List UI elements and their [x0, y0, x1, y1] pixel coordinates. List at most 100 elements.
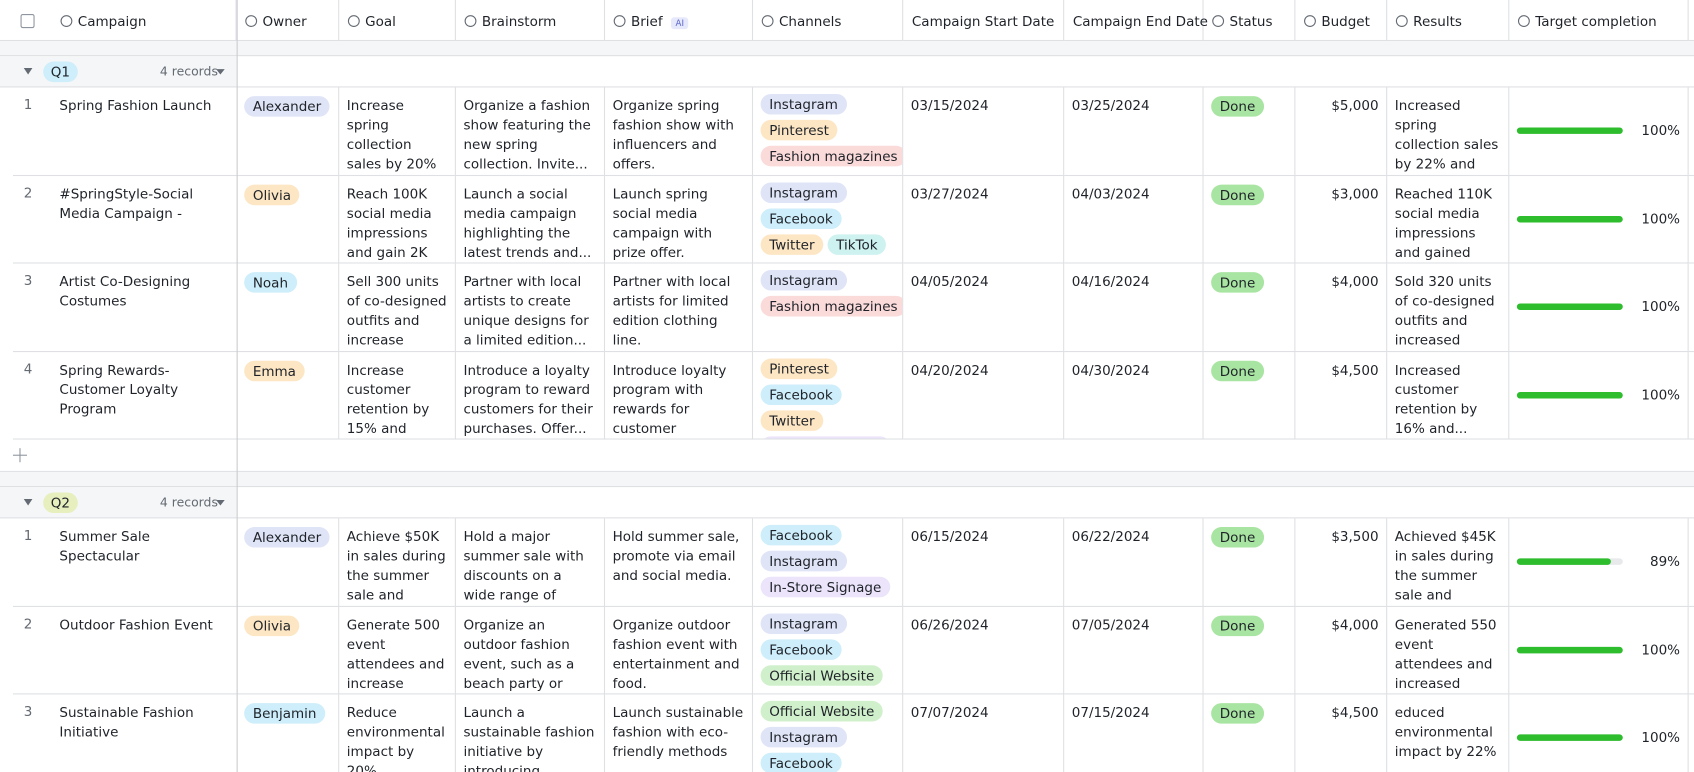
brainstorm-cell: Organize an outdoor fashion event, such … — [455, 606, 606, 695]
progress-bar — [1516, 303, 1623, 310]
row-gutter — [12, 350, 52, 352]
status-tag: Done — [1211, 360, 1264, 381]
brainstorm-cell: Launch a social media campaign highlight… — [455, 175, 606, 264]
column-title: Channels — [778, 12, 842, 30]
completion-cell: 100% — [1509, 694, 1689, 772]
group-header-right — [236, 56, 1694, 88]
channels-cell: Instagram Facebook Official Website — [753, 606, 904, 695]
budget-cell: $3,500 — [1295, 518, 1388, 607]
column-header: Status — [1203, 0, 1296, 42]
row-rest — [1688, 176, 1694, 264]
column-title: Results — [1413, 12, 1462, 30]
column-header: Goal — [339, 0, 456, 42]
owner-tag: Alexander — [244, 96, 330, 117]
status-cell: Done — [1203, 263, 1296, 352]
progress-label: 89% — [1649, 552, 1681, 570]
status-tag: Done — [1211, 272, 1264, 293]
channels-cell: Pinterest Facebook Twitter In-Store Signage — [753, 351, 904, 440]
progress-label: 100% — [1641, 298, 1681, 315]
column-title: Owner — [262, 12, 307, 30]
completion-cell: 100% — [1509, 263, 1689, 352]
goal-cell: Reach 100K social media impressions and … — [339, 175, 456, 264]
row-index: 2 — [23, 615, 33, 632]
owner-cell: Alexander — [236, 87, 340, 176]
frozen-divider — [236, 0, 238, 772]
channel-tag: Facebook — [760, 207, 842, 229]
row-index: 1 — [23, 96, 33, 113]
status-tag: Done — [1211, 615, 1264, 636]
channel-tag: In-Store Signage — [760, 435, 890, 439]
row-index: 3 — [23, 272, 33, 289]
row-index: 2 — [23, 184, 33, 201]
group-count: 4 records — [159, 494, 218, 510]
start-cell: 04/20/2024 — [903, 351, 1065, 440]
results-cell: Increased spring collection sales by 22%… — [1387, 87, 1510, 176]
channel-tag: Official Website — [760, 664, 883, 686]
status-cell: Done — [1204, 694, 1296, 772]
owner-cell: Olivia — [236, 606, 340, 695]
owner-tag: Olivia — [244, 615, 300, 636]
column-header: Campaign Start Date — [903, 0, 1065, 42]
progress-bar — [1516, 558, 1612, 565]
status-cell: Done — [1203, 518, 1296, 607]
brief-cell: Launch spring social media campaign with… — [605, 175, 754, 264]
row-index: 1 — [23, 527, 33, 544]
channels-cell: Facebook Instagram In-Store Signage — [753, 518, 904, 607]
goal-cell: Increase customer retention by 15% and b… — [339, 351, 456, 440]
row-gutter — [12, 605, 52, 607]
group-count-caret[interactable] — [216, 500, 225, 506]
owner-tag: Alexander — [244, 527, 330, 548]
channel-tag: Fashion magazines — [760, 295, 903, 317]
group-toggle[interactable] — [23, 498, 33, 506]
column-icon — [347, 15, 360, 28]
brainstorm-cell: Launch a sustainable fashion initiative … — [456, 694, 606, 772]
results-cell: educed environmental impact by 22% — [1387, 694, 1510, 772]
completion-cell: 100% — [1509, 87, 1689, 176]
owner-tag: Emma — [244, 360, 305, 381]
channel-tag: Instagram — [760, 181, 847, 203]
completion-cell: 89% — [1509, 518, 1689, 607]
start-cell: 04/05/2024 — [903, 263, 1065, 352]
owner-cell: Benjamin — [237, 694, 340, 772]
channels-cell: Instagram Pinterest Fashion magazines — [753, 87, 904, 176]
group-count-caret[interactable] — [216, 69, 225, 75]
channels-cell: Instagram Fashion magazines — [753, 263, 904, 352]
status-tag: Done — [1211, 96, 1264, 117]
group-toggle[interactable] — [23, 68, 33, 75]
group-label: Q1 — [43, 61, 78, 83]
row-rest — [1688, 352, 1694, 440]
owner-tag: Olivia — [244, 184, 300, 205]
brainstorm-cell: Partner with local artists to create uni… — [455, 263, 606, 352]
channel-tag: Facebook — [760, 752, 842, 772]
row-rest — [1688, 87, 1694, 176]
header-rest — [1688, 0, 1694, 42]
ai-badge: AI — [671, 17, 689, 30]
goal-cell: Increase spring collection sales by 20% … — [339, 87, 456, 176]
end-cell: 07/15/2024 — [1064, 694, 1204, 772]
campaign-cell: Spring Rewards-Customer Loyalty Program — [51, 352, 237, 440]
start-cell: 06/26/2024 — [903, 606, 1065, 695]
column-icon — [761, 15, 774, 28]
channel-tag: Instagram — [760, 550, 847, 572]
channel-tag: Instagram — [760, 726, 847, 748]
progress-label: 100% — [1641, 386, 1681, 403]
column-header: Brief AI — [605, 0, 754, 42]
select-all-checkbox[interactable] — [20, 14, 35, 29]
status-cell: Done — [1203, 606, 1296, 695]
row-rest — [1689, 694, 1694, 772]
channel-tag: Facebook — [760, 383, 842, 405]
budget-cell: $3,000 — [1295, 175, 1388, 264]
channel-tag: Official Website — [760, 700, 883, 722]
row-rest — [1688, 518, 1694, 607]
budget-cell: $4,000 — [1295, 606, 1388, 695]
start-cell: 07/07/2024 — [903, 694, 1065, 772]
column-icon — [60, 15, 73, 28]
column-title: Campaign Start Date — [911, 12, 1055, 30]
group-gap — [0, 471, 1694, 488]
row-rest — [1688, 606, 1694, 695]
progress-bar — [1516, 391, 1623, 398]
owner-cell: Noah — [236, 263, 340, 352]
status-cell: Done — [1203, 87, 1296, 176]
budget-cell: $5,000 — [1295, 87, 1388, 176]
